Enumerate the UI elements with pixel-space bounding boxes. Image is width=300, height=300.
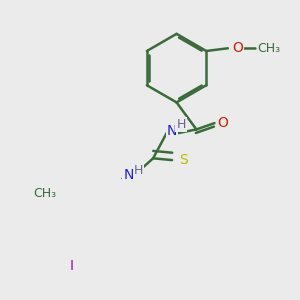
Text: H: H [134,164,143,176]
Text: N: N [124,168,134,182]
Text: O: O [217,116,228,130]
Text: N: N [167,124,177,138]
Text: H: H [176,118,186,131]
Text: I: I [69,259,73,273]
Text: CH₃: CH₃ [34,187,57,200]
Text: O: O [232,41,243,55]
Text: CH₃: CH₃ [258,42,281,55]
Text: S: S [179,153,188,167]
